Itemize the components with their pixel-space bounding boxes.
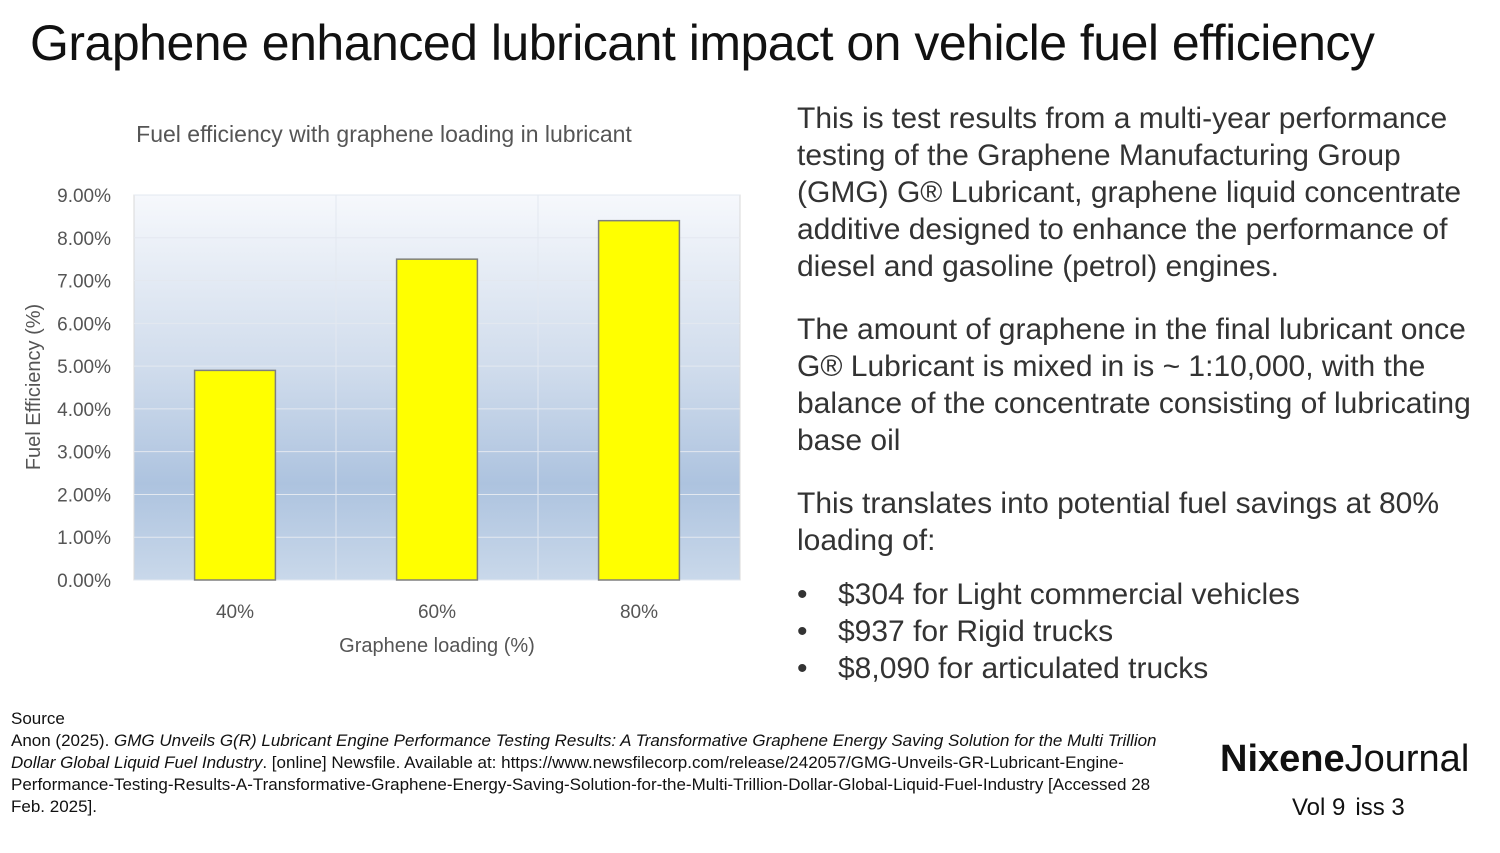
description-paragraph-2: The amount of graphene in the final lubr…: [797, 313, 1471, 457]
list-item-text: $937 for Rigid trucks: [838, 615, 1114, 648]
list-item-text: $304 for Light commercial vehicles: [838, 578, 1300, 611]
source-heading: Source: [11, 709, 65, 728]
chart-svg: Fuel efficiency with graphene loading in…: [23, 121, 741, 657]
bullet-icon: •: [797, 578, 808, 611]
list-item: • $8,090 for articulated trucks: [797, 650, 1487, 687]
brand-regular: Journal: [1344, 738, 1470, 780]
list-item: • $304 for Light commercial vehicles: [797, 576, 1487, 613]
y-tick-labels: 0.00% 1.00% 2.00% 3.00% 4.00% 5.00% 6.00% 7.00%…: [57, 186, 111, 592]
brand-bold: Nixene: [1220, 738, 1345, 780]
list-item: • $937 for Rigid trucks: [797, 613, 1487, 650]
y-axis-title: Fuel Efficiency (%): [23, 304, 45, 470]
bar-40pct: [193, 369, 277, 581]
y-tick-label: 7.00%: [57, 272, 111, 293]
description-panel: This is test results from a multi-year p…: [797, 100, 1487, 687]
y-tick-label: 9.00%: [57, 186, 111, 207]
x-tick-labels: 40% 60% 80%: [216, 602, 658, 623]
y-tick-label: 6.00%: [57, 314, 111, 335]
x-tick-label: 60%: [418, 602, 456, 623]
y-tick-label: 2.00%: [57, 485, 111, 506]
description-paragraph-1: This is test results from a multi-year p…: [797, 102, 1462, 283]
y-tick-label: 5.00%: [57, 357, 111, 378]
x-tick-label: 40%: [216, 602, 254, 623]
description-paragraph-3: This translates into potential fuel savi…: [797, 487, 1440, 557]
y-tick-label: 8.00%: [57, 229, 111, 250]
y-tick-label: 0.00%: [57, 571, 111, 592]
issue-label: iss 3: [1355, 794, 1405, 821]
bar-60pct: [395, 258, 479, 581]
volume-label: Vol 9: [1292, 794, 1346, 821]
bars: [193, 219, 681, 581]
fuel-savings-list: • $304 for Light commercial vehicles • $93…: [797, 576, 1487, 687]
citation-author: Anon (2025).: [11, 731, 110, 750]
source-citation: Source Anon (2025). GMG Unveils G(R) Lub…: [11, 708, 1171, 818]
fuel-efficiency-chart: Fuel efficiency with graphene loading in…: [0, 95, 780, 695]
bar-80pct: [597, 219, 681, 581]
citation-text: Anon (2025). GMG Unveils G(R) Lubricant …: [11, 730, 1171, 818]
list-item-text: $8,090 for articulated trucks: [838, 652, 1209, 685]
y-tick-label: 1.00%: [57, 528, 111, 549]
chart-title: Fuel efficiency with graphene loading in…: [136, 121, 632, 147]
y-tick-label: 4.00%: [57, 400, 111, 421]
y-tick-label: 3.00%: [57, 443, 111, 464]
bullet-icon: •: [797, 615, 808, 648]
journal-logo: NixeneJournal: [1220, 738, 1469, 781]
volume-issue: Vol 9 iss 3: [1292, 794, 1405, 822]
x-axis-title: Graphene loading (%): [339, 635, 535, 657]
citation-title: GMG Unveils G(R) Lubricant Engine Perfor…: [11, 731, 1157, 772]
bullet-icon: •: [797, 652, 808, 685]
citation-details: . [online] Newsfile. Available at: https…: [11, 753, 1151, 816]
page-title: Graphene enhanced lubricant impact on ve…: [30, 15, 1375, 71]
x-tick-label: 80%: [620, 602, 658, 623]
